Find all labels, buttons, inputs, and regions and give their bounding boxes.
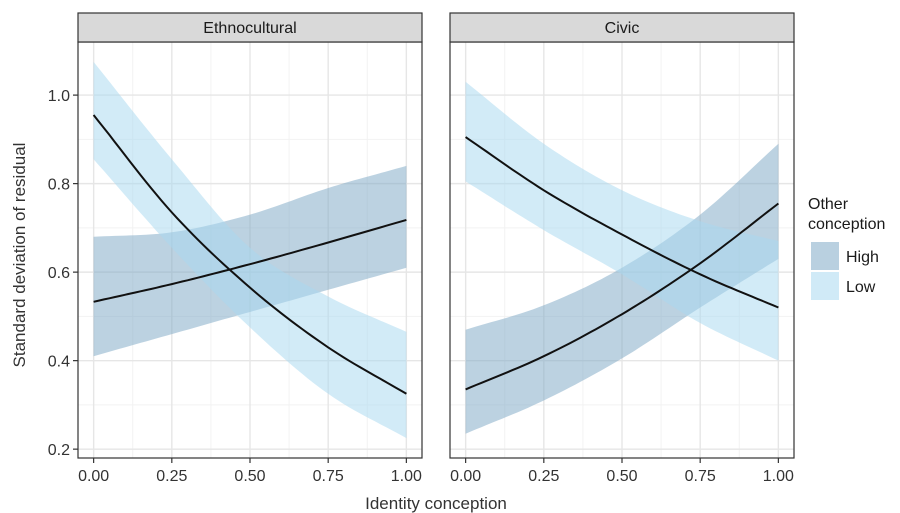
panel-ethnocultural: Ethnocultural 0.00 0.25 0.50 0.75 1.00: [77, 12, 423, 485]
fit-line-low: [92, 114, 407, 395]
x-tick-label: 0.75: [313, 468, 344, 485]
legend-swatch-high: [811, 242, 839, 270]
panel-strip: [449, 12, 795, 43]
confidence-band-low: [465, 81, 779, 361]
y-tick-label: 0.4: [48, 354, 70, 371]
y-tick-label: 0.8: [48, 177, 70, 194]
fit-line-high: [93, 218, 407, 303]
x-tick-label: 0.50: [234, 468, 265, 485]
legend-label: Low: [846, 279, 876, 296]
y-tick-label: 1.0: [48, 88, 70, 105]
y-tick-label: 0.6: [48, 265, 70, 282]
x-tick-label: 1.00: [763, 468, 794, 485]
x-tick-label: 0.00: [450, 468, 481, 485]
panel-civic: Civic 0.00 0.25 0.50 0.75 1.00: [449, 12, 795, 485]
legend-swatch-low: [811, 272, 839, 300]
y-tick-label: 0.2: [48, 442, 70, 459]
legend-title: Other: [808, 196, 849, 213]
x-tick-label: 0.75: [685, 468, 716, 485]
x-tick-label: 0.25: [156, 468, 187, 485]
fit-line-high: [465, 202, 780, 391]
y-axis-title: Standard deviation of residual: [10, 143, 29, 368]
x-tick-label: 1.00: [391, 468, 422, 485]
legend-label: High: [846, 249, 879, 266]
x-tick-label: 0.25: [528, 468, 559, 485]
x-tick-label: 0.50: [606, 468, 637, 485]
confidence-band-low: [93, 61, 407, 439]
confidence-band-high: [465, 143, 779, 434]
panel-title: Civic: [605, 20, 640, 37]
fit-line-low: [465, 136, 779, 309]
x-axis-title: Identity conception: [365, 494, 507, 513]
legend: Other conception High Low: [808, 196, 885, 300]
panel-strip: [77, 12, 423, 43]
legend-title: conception: [808, 216, 885, 233]
x-tick-label: 0.00: [78, 468, 109, 485]
panel-title: Ethnocultural: [203, 20, 296, 37]
